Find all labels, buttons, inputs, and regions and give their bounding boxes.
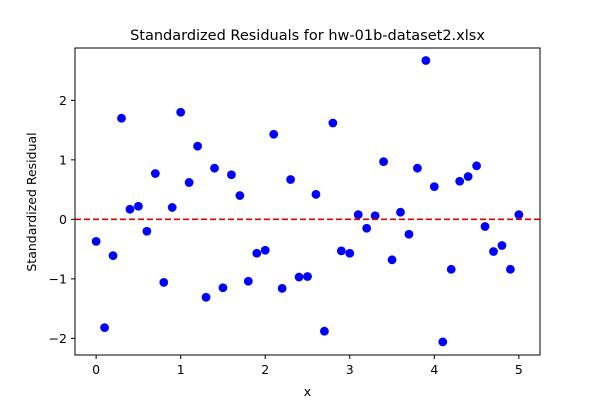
y-axis-label: Standardized Residual [24,132,39,271]
plot-frame [74,47,541,356]
data-point [235,191,245,200]
data-point [480,222,490,231]
data-point [176,107,186,117]
data-point [328,118,338,128]
data-point [353,210,363,219]
data-point [294,272,304,282]
data-point [320,326,329,336]
data-point [446,264,456,274]
data-point [413,163,422,173]
data-point [184,178,194,187]
data-point [252,248,262,258]
data-point [438,337,448,347]
data-point [260,245,270,255]
x-axis-label: x [304,384,311,399]
data-point [201,292,211,302]
data-point [463,172,473,181]
data-point [379,157,388,167]
x-tick-label: 4 [430,362,438,377]
y-tick-label: −2 [49,331,67,346]
y-tick-label: 2 [59,93,67,108]
data-point [514,210,524,219]
data-point [277,283,287,293]
data-point [489,247,498,256]
data-point [362,223,372,233]
data-point [506,264,515,274]
data-point [125,204,135,214]
y-tick-label: −1 [49,271,67,286]
x-tick-label: 1 [177,362,185,377]
data-point [108,251,118,261]
data-point [117,113,126,123]
data-point [421,56,431,65]
data-point [210,163,219,173]
data-point [91,236,101,246]
data-point [429,182,439,192]
data-point [404,229,414,239]
data-point [243,276,253,286]
data-point [134,201,143,211]
y-tick-label: 0 [59,212,67,227]
data-point [472,161,481,171]
x-tick-label: 5 [515,362,523,377]
data-point [303,272,312,281]
data-point [345,248,355,258]
data-point [286,175,295,184]
data-point [497,241,507,250]
y-tick-label: 1 [59,152,67,167]
data-point [336,246,346,256]
data-point [269,129,279,139]
data-point [100,323,109,333]
plot-area: 0 1 2 3 4 5 −2 −1 0 1 2 [49,47,541,377]
x-tick-label: 2 [261,362,269,377]
data-point [193,141,202,151]
data-point [227,170,236,180]
data-point [167,203,177,212]
x-tick-label: 0 [92,362,100,377]
data-point [396,207,405,217]
data-point [370,211,380,221]
data-point [218,283,228,293]
data-point [150,169,160,178]
x-tick-label: 3 [346,362,354,377]
data-point [159,278,169,287]
data-point [311,189,321,199]
chart-title: Standardized Residuals for hw-01b-datase… [130,28,485,44]
data-point [387,255,397,265]
data-point [455,176,465,186]
data-point [142,226,152,236]
